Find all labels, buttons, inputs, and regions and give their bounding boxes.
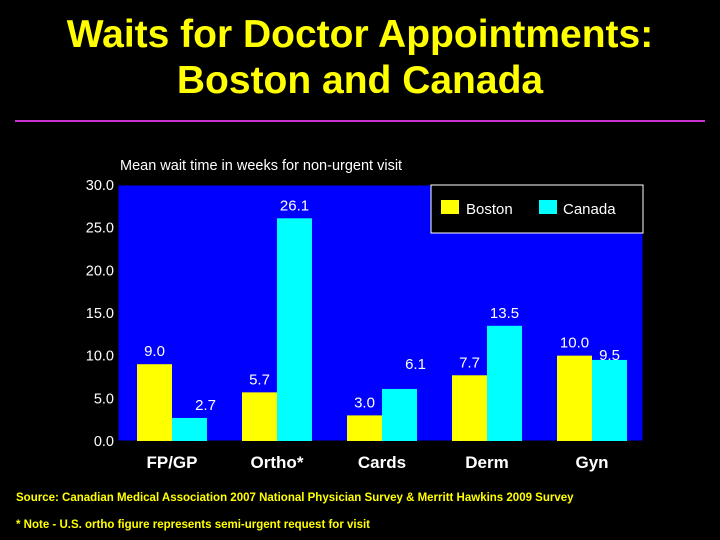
x-category-label: Gyn	[575, 453, 608, 472]
legend-box	[430, 184, 644, 234]
y-tick-label: 20.0	[86, 263, 114, 279]
bar-canada-1	[277, 218, 312, 441]
bar-canada-0	[172, 417, 207, 441]
bar-canada-2	[382, 388, 417, 441]
x-category-label: Cards	[358, 453, 406, 472]
data-label-boston: 5.7	[249, 371, 270, 388]
y-tick-label: 30.0	[86, 178, 114, 194]
chart-title: Mean wait time in weeks for non-urgent v…	[120, 158, 402, 174]
x-category-label: Ortho*	[251, 453, 304, 472]
legend-swatch-boston	[441, 200, 459, 214]
bar-boston-2	[347, 415, 382, 441]
legend-label-boston: Boston	[466, 201, 513, 218]
bar-boston-4	[557, 355, 592, 441]
x-category-label: FP/GP	[146, 453, 197, 472]
bar-boston-1	[242, 392, 277, 441]
bar-canada-4	[592, 359, 627, 441]
legend-label-canada: Canada	[563, 201, 616, 218]
slide-title-line-2: Boston and Canada	[176, 59, 544, 102]
y-tick-label: 5.0	[94, 391, 114, 407]
data-label-canada: 9.5	[599, 347, 620, 364]
data-label-canada: 13.5	[490, 305, 519, 322]
ortho-footnote: * Note - U.S. ortho figure represents se…	[16, 519, 371, 531]
y-tick-label: 0.0	[94, 434, 114, 450]
data-label-boston: 9.0	[144, 343, 165, 360]
bar-canada-3	[487, 325, 522, 441]
data-label-boston: 7.7	[459, 354, 480, 371]
y-tick-label: 25.0	[86, 221, 114, 237]
title-divider	[15, 120, 705, 122]
data-label-canada: 26.1	[280, 197, 309, 214]
data-label-boston: 3.0	[354, 394, 375, 411]
data-label-canada: 2.7	[195, 397, 216, 414]
slide-title: Waits for Doctor Appointments: Boston an…	[0, 12, 720, 104]
data-label-canada: 6.1	[405, 356, 426, 373]
y-tick-label: 15.0	[86, 306, 114, 322]
x-category-label: Derm	[465, 453, 508, 472]
legend-swatch-canada	[539, 200, 557, 214]
source-note: Source: Canadian Medical Association 200…	[16, 492, 574, 504]
bar-boston-0	[137, 364, 172, 441]
y-tick-label: 10.0	[86, 349, 114, 365]
slide-title-line-1: Waits for Doctor Appointments:	[66, 13, 654, 56]
bar-boston-3	[452, 375, 487, 441]
data-label-boston: 10.0	[560, 335, 589, 352]
